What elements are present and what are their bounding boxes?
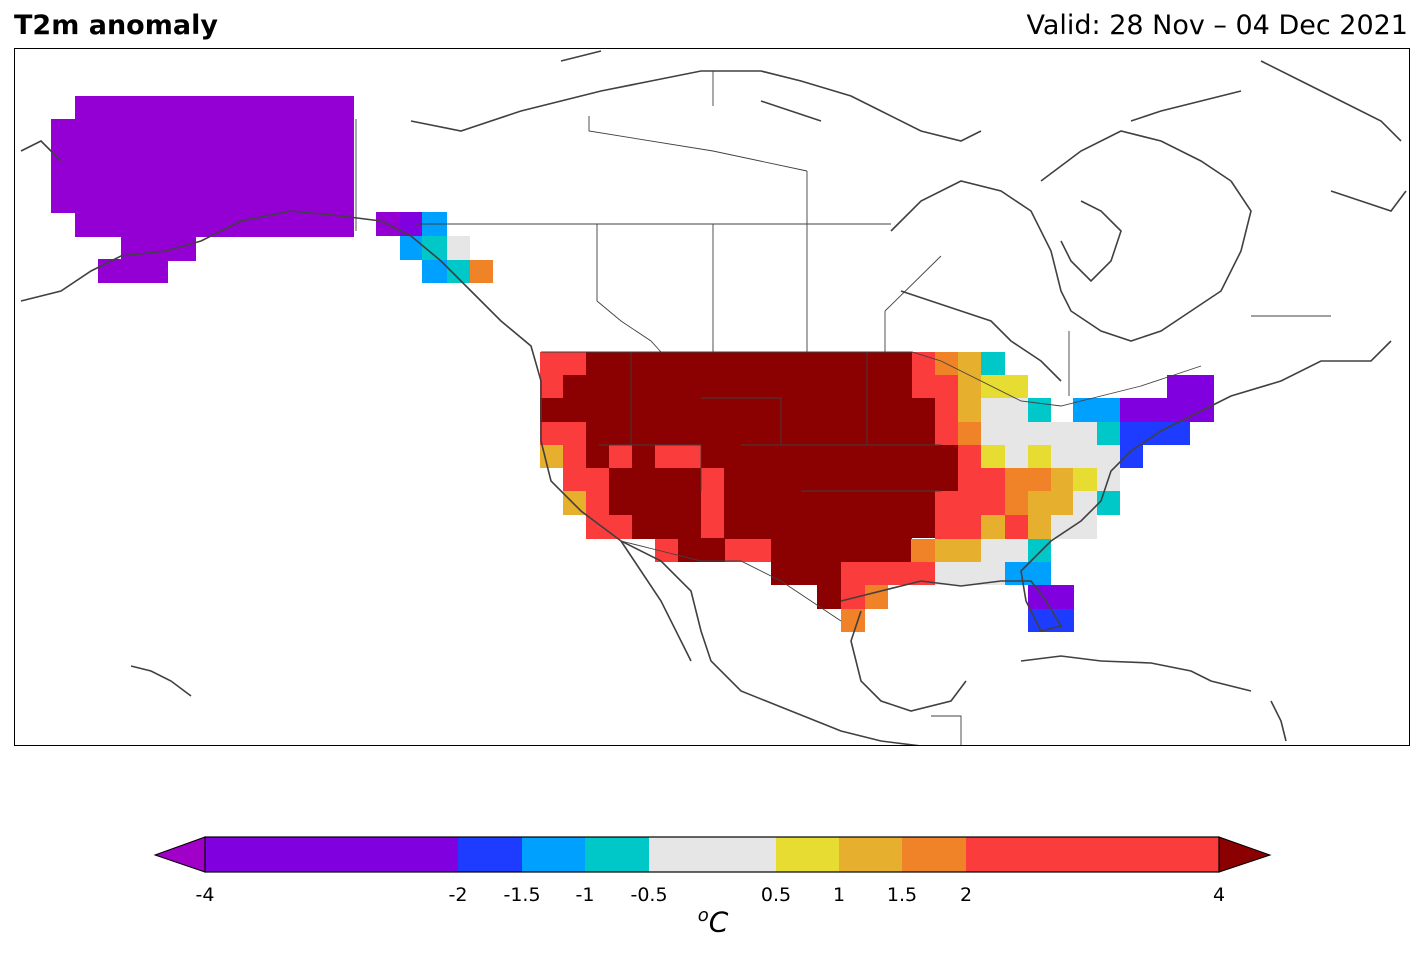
map-title: T2m anomaly	[14, 10, 218, 41]
colorbar-under-arrow	[153, 836, 206, 873]
colorbar-tick-label: 2	[959, 884, 973, 906]
colorbar-bin-7	[902, 837, 966, 872]
colorbar-tick-label: -2	[448, 884, 468, 906]
colorbar-over-arrow	[1218, 836, 1272, 873]
map-panel	[14, 48, 1410, 746]
colorbar-bin-2	[522, 837, 585, 872]
colorbar-bin-6	[839, 837, 902, 872]
colorbar-tick-label: 1	[832, 884, 846, 906]
colorbar-frame	[204, 836, 1220, 873]
region-panhandle	[376, 212, 493, 283]
colorbar-tick-label: 1.5	[886, 884, 918, 906]
borders	[355, 71, 1331, 745]
anomaly-map	[20, 50, 1407, 745]
colorbar-unit: oC	[697, 905, 729, 939]
colorbar-bin-3	[585, 837, 649, 872]
colorbar-tick-label: -1.5	[503, 884, 541, 906]
coastlines	[20, 50, 1407, 745]
colorbar-bin-0	[205, 837, 458, 872]
region-conus	[540, 352, 1214, 632]
colorbar-bin-4	[649, 837, 776, 872]
colorbar	[153, 836, 1272, 873]
valid-period: Valid: 28 Nov – 04 Dec 2021	[1026, 10, 1408, 41]
colorbar-tick-label: -1	[575, 884, 595, 906]
colorbar-bin-5	[776, 837, 839, 872]
colorbar-tick-label: -0.5	[630, 884, 668, 906]
colorbar-bin-8	[966, 837, 1219, 872]
colorbar-bin-1	[458, 837, 522, 872]
colorbar-tick-label: 4	[1212, 884, 1226, 906]
region-alaska	[51, 96, 354, 283]
colorbar-bins	[205, 837, 1219, 872]
colorbar-tick-label: 0.5	[760, 884, 792, 906]
colorbar-tick-label: -4	[195, 884, 215, 906]
